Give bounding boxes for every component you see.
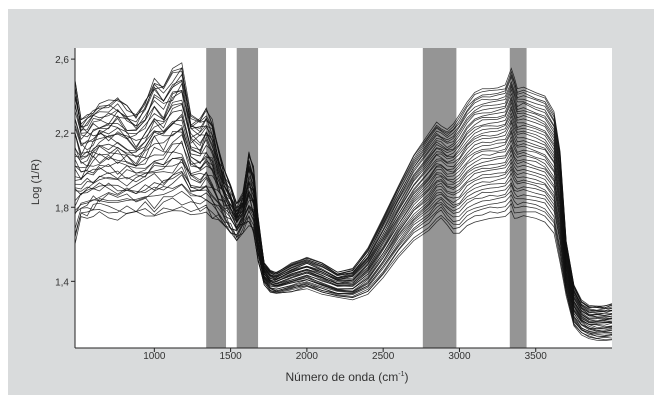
spectrum-line: [74, 166, 613, 332]
spectrum-line: [74, 82, 613, 313]
spectrum-line: [74, 140, 613, 324]
x-tick-label: 2500: [372, 351, 395, 362]
spectrum-line: [74, 113, 613, 321]
highlight-band: [206, 48, 227, 348]
spectrum-line: [74, 122, 613, 321]
spectrum-line: [74, 174, 613, 334]
y-tick-label: 2,2: [55, 129, 69, 140]
spectrum-line: [74, 197, 613, 339]
spectrum-line: [74, 90, 613, 314]
x-axis-label: Número de onda (cm-1): [286, 370, 409, 384]
spectrum-line: [74, 62, 613, 307]
y-tick-label: 1,8: [55, 203, 69, 214]
spectrum-line: [74, 103, 613, 317]
y-axis-ticks: 1,4 1,8 2,2 2,6: [55, 55, 75, 288]
spectrum-line: [74, 210, 613, 341]
spectrum-line: [74, 119, 613, 319]
x-tick-label: 3000: [448, 351, 471, 362]
spectrum-line: [74, 99, 613, 316]
x-tick-label: 1000: [143, 351, 166, 362]
spectrum-line: [74, 80, 613, 312]
x-tick-label: 2000: [296, 351, 319, 362]
x-tick-label: 1500: [219, 351, 242, 362]
spectrum-line: [74, 88, 613, 312]
spectrum-line: [74, 203, 613, 340]
spectrum-line: [74, 161, 613, 330]
spectra-series: [74, 62, 613, 341]
spectrum-line: [74, 128, 613, 324]
spectrum-line: [74, 67, 613, 309]
spectrum-line: [74, 170, 613, 333]
x-axis-ticks: 1000 1500 2000 2500 3000 3500: [143, 348, 547, 362]
spectrum-line: [74, 149, 613, 328]
spectrum-line: [74, 171, 613, 334]
y-tick-label: 2,6: [55, 55, 69, 66]
y-tick-label: 1,4: [55, 277, 69, 288]
y-axis-label: Log (1/R): [30, 159, 42, 205]
x-tick-label: 3500: [525, 351, 548, 362]
spectrum-line: [74, 190, 613, 338]
spectrum-line: [74, 134, 613, 324]
